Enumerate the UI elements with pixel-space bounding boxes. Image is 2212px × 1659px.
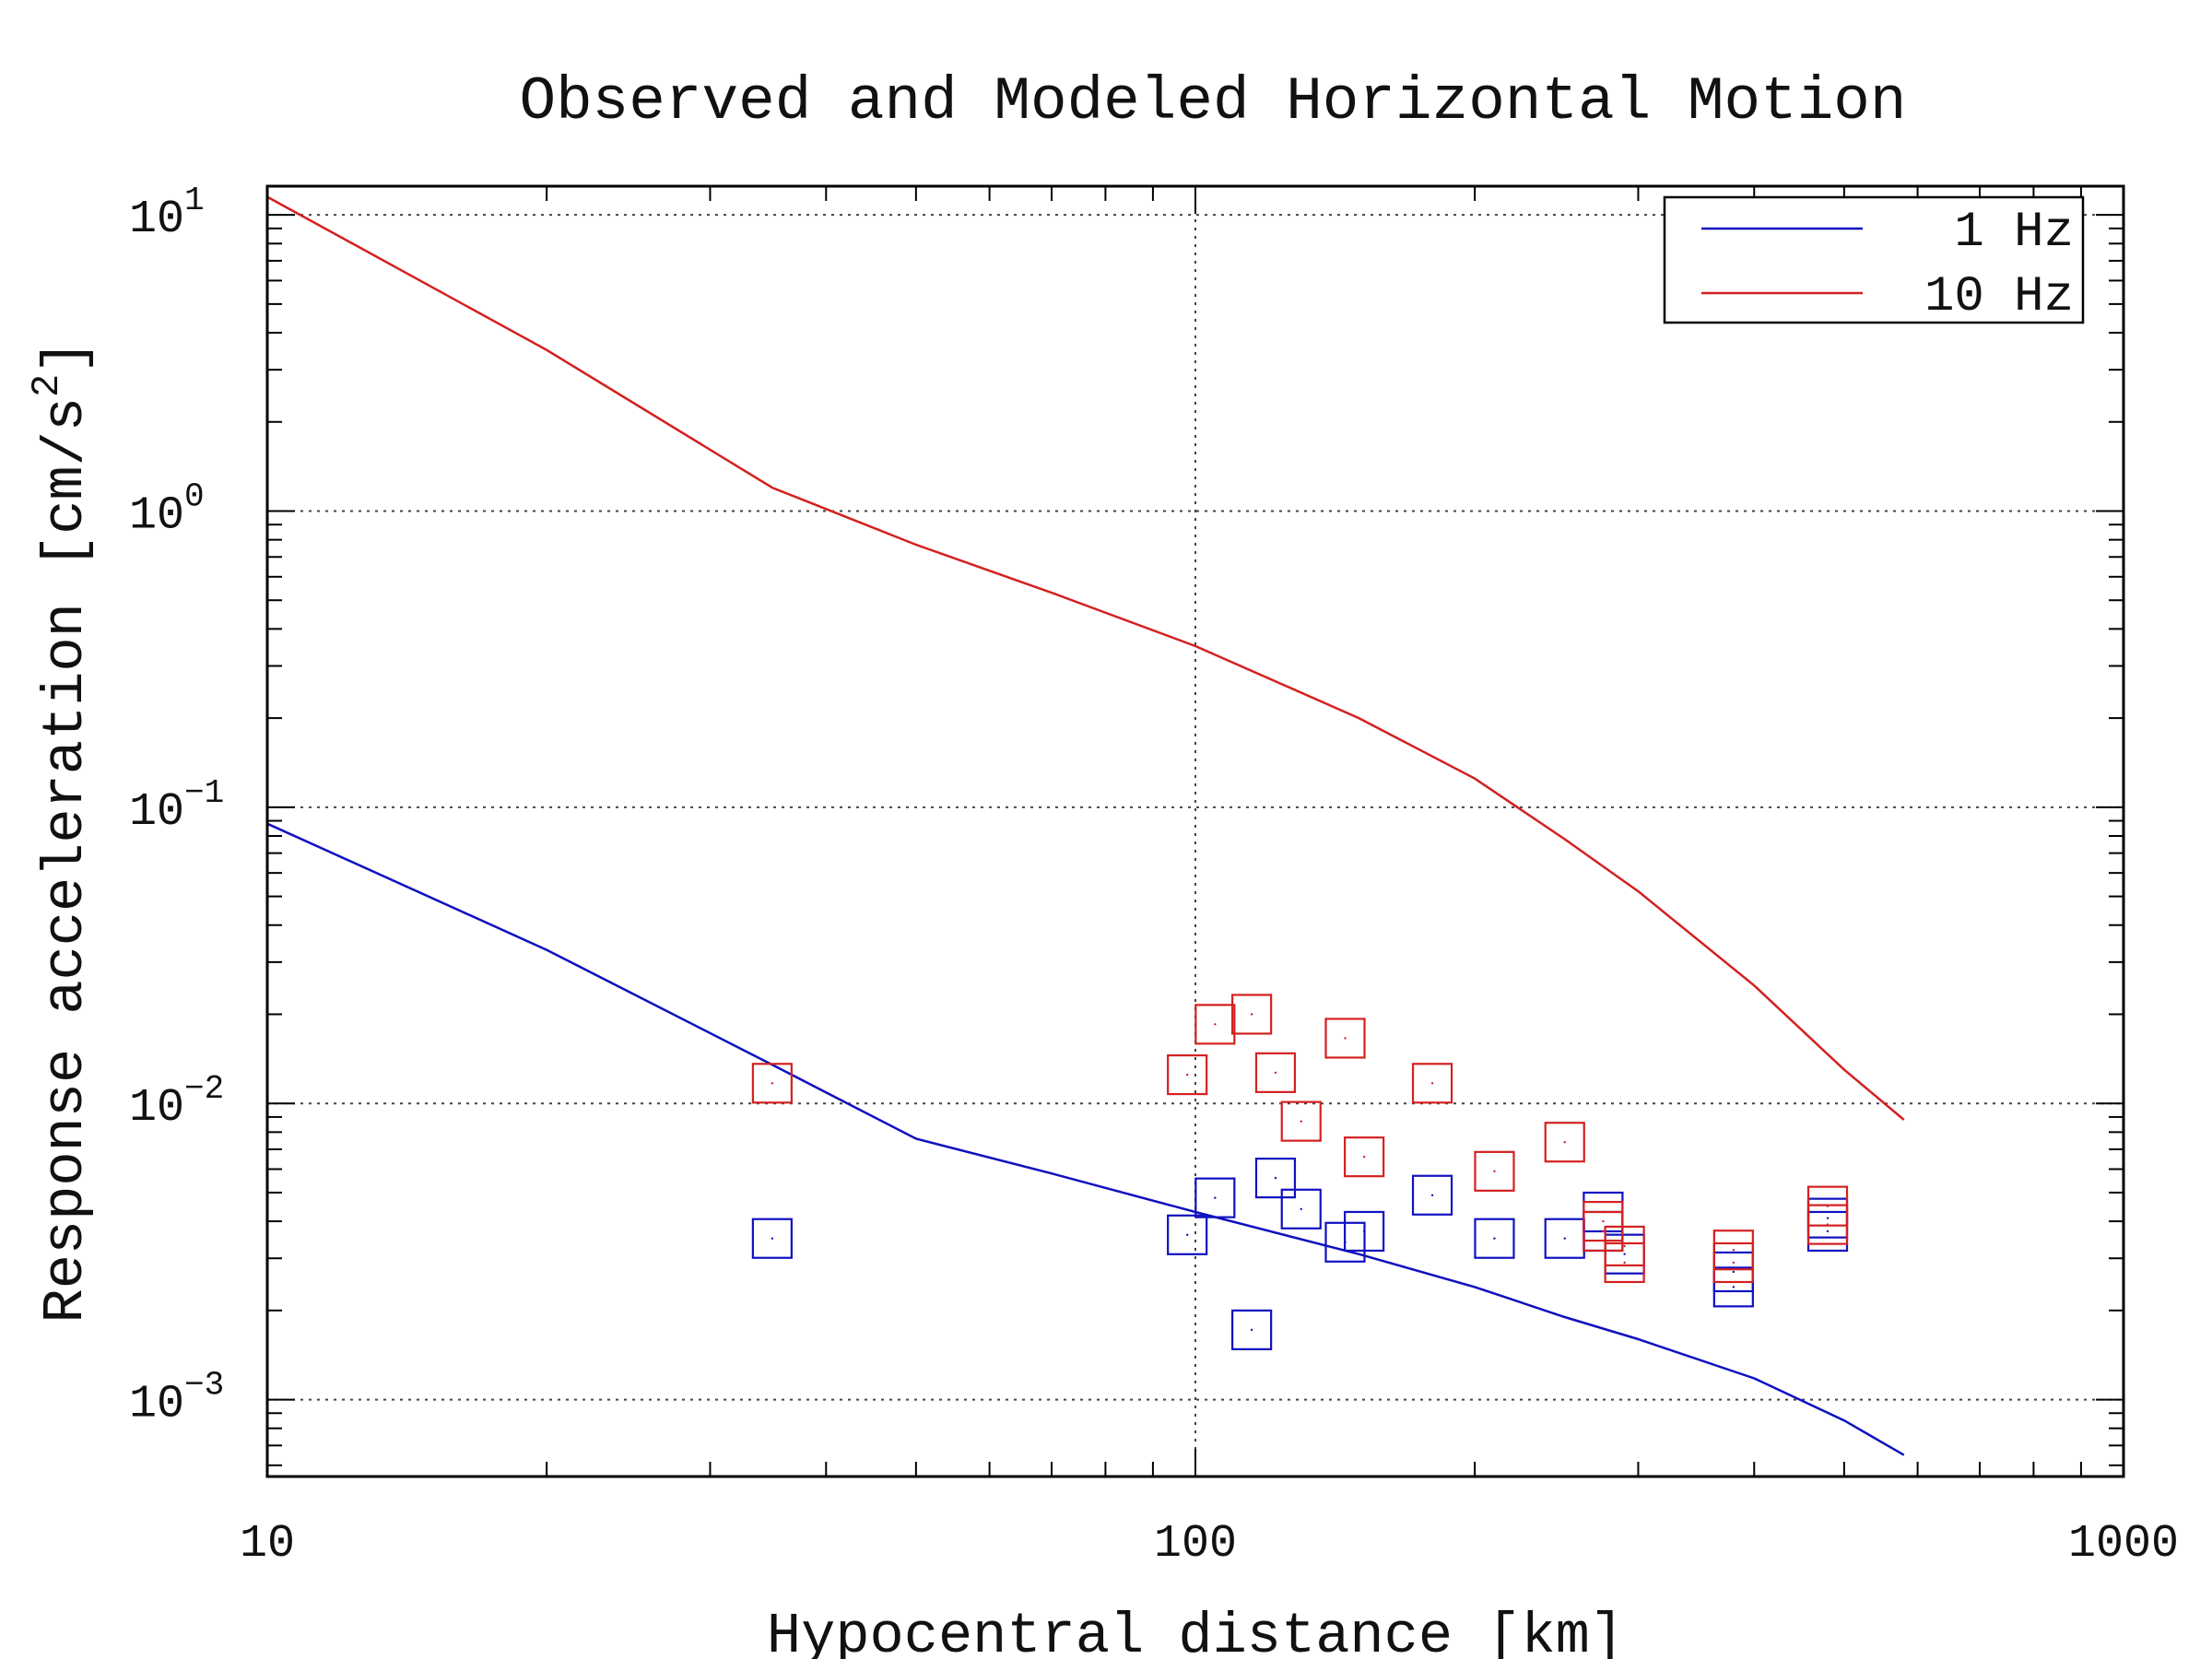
observed-marker-dot bbox=[1602, 1230, 1605, 1233]
observed-marker-dot bbox=[1300, 1120, 1302, 1123]
observed-marker bbox=[1411, 1063, 1453, 1104]
observed-marker bbox=[1280, 1100, 1322, 1142]
observed-marker bbox=[1604, 1225, 1645, 1267]
y-tick-label: 10−1 bbox=[129, 774, 224, 839]
model-lines bbox=[266, 195, 1905, 1456]
observed-marker-dot bbox=[771, 1082, 774, 1085]
observed-marker bbox=[1254, 1158, 1297, 1199]
model-line-0 bbox=[266, 822, 1905, 1456]
observed-marker-dot bbox=[1185, 1073, 1189, 1077]
observed-marker bbox=[1167, 1053, 1208, 1096]
observed-marker bbox=[1254, 1052, 1297, 1093]
legend-label-1: 10 Hz bbox=[1924, 269, 2074, 325]
y-axis-label: Response acceleration [cm/s2] bbox=[25, 339, 99, 1323]
observed-marker bbox=[1344, 1136, 1385, 1178]
model-line-1 bbox=[266, 195, 1905, 1121]
x-tick-label: 100 bbox=[1154, 1518, 1237, 1571]
x-tick-label: 1000 bbox=[2068, 1518, 2179, 1571]
observed-marker-dot bbox=[1493, 1170, 1496, 1173]
chart-title: Observed and Modeled Horizontal Motion bbox=[519, 67, 1906, 136]
y-tick-labels: 101 100 10−1 10−2 10−3 bbox=[129, 182, 224, 1430]
observed-marker bbox=[1194, 1004, 1236, 1045]
observed-marker-dot bbox=[1362, 1230, 1366, 1233]
legend-label-0: 1 Hz bbox=[1954, 205, 2074, 261]
observed-marker bbox=[1544, 1122, 1585, 1163]
observed-marker-dot bbox=[1430, 1194, 1434, 1196]
observed-marker-dot bbox=[1563, 1141, 1566, 1144]
observed-marker-dot bbox=[1826, 1230, 1830, 1233]
observed-marker-dot bbox=[1493, 1237, 1496, 1240]
y-axis-label-sup: 2 bbox=[25, 374, 69, 397]
observed-marker bbox=[1231, 1309, 1273, 1350]
observed-marker bbox=[1806, 1204, 1849, 1245]
observed-marker-dot bbox=[1732, 1270, 1735, 1274]
observed-marker-dot bbox=[1563, 1237, 1566, 1240]
observed-marker bbox=[1712, 1230, 1754, 1271]
observed-marker-dot bbox=[1344, 1037, 1347, 1040]
y-tick-label: 101 bbox=[129, 182, 205, 246]
y-axis-label-end: ] bbox=[33, 339, 99, 373]
y-tick-label: 100 bbox=[129, 477, 205, 542]
observed-markers bbox=[751, 994, 1849, 1350]
axis-ticks bbox=[266, 186, 2124, 1477]
y-axis-label-main: Response acceleration [cm/s bbox=[33, 397, 99, 1324]
plot-frame bbox=[265, 184, 2125, 1478]
y-tick-label: 10−2 bbox=[129, 1070, 224, 1135]
observed-marker bbox=[1474, 1150, 1515, 1192]
observed-marker-dot bbox=[1274, 1176, 1277, 1180]
observed-marker-dot bbox=[1185, 1233, 1189, 1236]
x-axis-label: Hypocentral distance [km] bbox=[767, 1604, 1624, 1659]
observed-marker-dot bbox=[1274, 1071, 1277, 1075]
observed-marker bbox=[751, 1063, 793, 1104]
observed-marker-dot bbox=[1214, 1196, 1217, 1199]
observed-marker-dot bbox=[1214, 1023, 1217, 1026]
observed-marker-dot bbox=[1732, 1286, 1735, 1288]
observed-marker bbox=[1324, 1018, 1366, 1059]
observed-marker bbox=[1583, 1210, 1624, 1253]
x-tick-label: 10 bbox=[240, 1518, 295, 1571]
observed-marker bbox=[1411, 1174, 1453, 1216]
observed-marker-dot bbox=[1826, 1217, 1830, 1219]
grid-lines bbox=[267, 186, 2124, 1477]
observed-marker-dot bbox=[1623, 1253, 1626, 1255]
observed-marker-dot bbox=[1623, 1244, 1626, 1248]
observed-marker bbox=[1474, 1218, 1515, 1259]
observed-marker bbox=[751, 1218, 793, 1259]
observed-marker-dot bbox=[771, 1237, 774, 1240]
observed-marker bbox=[1194, 1177, 1236, 1218]
observed-marker-dot bbox=[1250, 1013, 1253, 1016]
observed-marker-dot bbox=[1623, 1261, 1626, 1265]
legend-box bbox=[1663, 195, 2085, 324]
observed-marker-dot bbox=[1602, 1219, 1605, 1223]
legend: 1 Hz 10 Hz bbox=[1663, 195, 2085, 325]
x-tick-labels: 10 100 1000 bbox=[240, 1518, 2179, 1571]
observed-marker-dot bbox=[1362, 1155, 1366, 1159]
observed-marker bbox=[1167, 1214, 1208, 1255]
observed-marker bbox=[1344, 1210, 1385, 1253]
observed-marker bbox=[1231, 994, 1273, 1035]
observed-marker-dot bbox=[1300, 1207, 1302, 1210]
observed-marker-dot bbox=[1250, 1328, 1253, 1332]
y-tick-label: 10−3 bbox=[129, 1367, 224, 1431]
observed-marker bbox=[1280, 1188, 1322, 1230]
observed-marker-dot bbox=[1826, 1223, 1830, 1226]
observed-marker-dot bbox=[1732, 1261, 1735, 1265]
observed-marker-dot bbox=[1732, 1249, 1735, 1252]
observed-marker-dot bbox=[1430, 1082, 1434, 1085]
